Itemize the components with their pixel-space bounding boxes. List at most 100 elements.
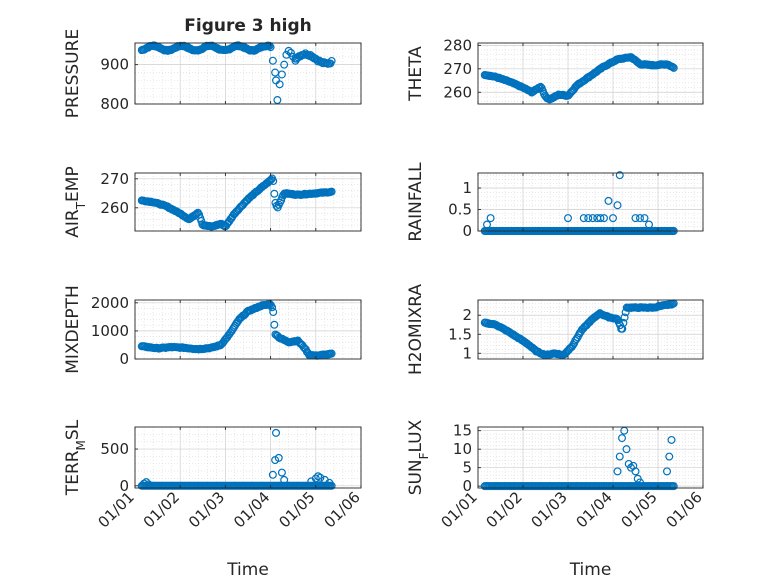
data-point bbox=[286, 48, 295, 57]
data-point bbox=[644, 220, 653, 229]
data-point bbox=[599, 214, 608, 223]
plot-area bbox=[135, 427, 361, 488]
y-tick-label: 1 bbox=[462, 179, 472, 197]
data-point bbox=[327, 56, 336, 65]
data-point bbox=[669, 63, 678, 72]
y-tick-label: 0.5 bbox=[448, 201, 472, 219]
data-point bbox=[270, 320, 279, 329]
data-point bbox=[665, 452, 674, 461]
data-point bbox=[631, 214, 640, 223]
data-point bbox=[613, 201, 622, 210]
x-tick-label: 01/01 bbox=[438, 488, 481, 531]
data-point bbox=[280, 60, 289, 69]
data-markers bbox=[480, 299, 678, 360]
subplot-h2omixra: 11.52 H2OMIXRA bbox=[406, 284, 704, 375]
data-point bbox=[536, 82, 545, 91]
data-point bbox=[268, 470, 277, 479]
data-point bbox=[667, 435, 676, 444]
data-point bbox=[268, 303, 277, 312]
y-tick-label: 260 bbox=[100, 199, 129, 217]
y-tick-label: 900 bbox=[100, 56, 129, 74]
data-point bbox=[635, 214, 644, 223]
y-tick-label: 2000 bbox=[91, 294, 129, 312]
y-tick-label: 260 bbox=[443, 83, 472, 101]
y-tick-label: 280 bbox=[443, 36, 472, 54]
y-tick-label: 1.5 bbox=[448, 325, 472, 343]
y-tick-label: 5 bbox=[462, 459, 472, 477]
data-point bbox=[142, 478, 151, 487]
data-point bbox=[265, 176, 274, 185]
y-tick-label: 270 bbox=[100, 170, 129, 188]
y-axis-label: TERRMSL bbox=[63, 419, 88, 496]
y-tick-label: 10 bbox=[453, 440, 472, 458]
x-tick-label: 01/04 bbox=[573, 488, 616, 531]
y-tick-label: 500 bbox=[100, 440, 129, 458]
x-tick-label: 01/05 bbox=[275, 488, 318, 531]
data-point bbox=[275, 80, 284, 89]
data-point bbox=[327, 187, 336, 196]
data-point bbox=[608, 214, 617, 223]
x-axis-label: Time bbox=[226, 560, 269, 580]
axes-box bbox=[134, 172, 362, 232]
y-tick-label: 1000 bbox=[91, 322, 129, 340]
data-point bbox=[280, 475, 289, 484]
data-point bbox=[277, 468, 286, 477]
y-tick-label: 800 bbox=[100, 95, 129, 113]
data-point bbox=[596, 214, 605, 223]
data-point bbox=[620, 313, 629, 322]
data-markers bbox=[480, 426, 678, 491]
x-tick-label: 01/03 bbox=[528, 488, 571, 531]
data-point bbox=[618, 324, 627, 333]
data-point bbox=[483, 220, 492, 229]
data-markers bbox=[480, 53, 678, 104]
data-point bbox=[615, 171, 624, 180]
axes-box bbox=[134, 426, 362, 489]
subplot-rainfall: 0 0.5 1 RAINFALL bbox=[406, 162, 704, 242]
x-tick-label: 01/01 bbox=[95, 488, 138, 531]
y-tick-label: 2 bbox=[462, 306, 472, 324]
data-point bbox=[316, 473, 325, 482]
y-axis-label: THETA bbox=[406, 46, 426, 102]
axes-box bbox=[134, 299, 362, 360]
subplot-theta: 260 270 280 THETA bbox=[406, 36, 704, 105]
axes-box bbox=[477, 426, 704, 489]
data-point bbox=[284, 46, 293, 55]
data-point bbox=[563, 214, 572, 223]
axes-box bbox=[477, 172, 704, 232]
data-point bbox=[631, 467, 640, 476]
data-point bbox=[617, 434, 626, 443]
data-point bbox=[274, 453, 283, 462]
y-tick-label: 1 bbox=[462, 344, 472, 362]
data-point bbox=[615, 452, 624, 461]
data-point bbox=[273, 96, 282, 105]
data-point bbox=[613, 467, 622, 476]
y-axis-label: MIXDEPTH bbox=[63, 285, 83, 374]
data-point bbox=[272, 428, 281, 437]
subplot-air_temp: 260 270 AIRTEMP bbox=[63, 166, 362, 238]
x-tick-label: 01/02 bbox=[483, 488, 526, 531]
data-point bbox=[662, 467, 671, 476]
subplot-pressure: 800 900 PRESSURE Figure 3 high bbox=[63, 16, 362, 118]
y-axis-label: SUNFLUX bbox=[406, 419, 431, 495]
x-axis-label: Time bbox=[569, 560, 612, 580]
y-tick-label: 0 bbox=[119, 477, 129, 495]
subplot-mixdepth: 0 1000 2000 MIXDEPTH bbox=[63, 285, 362, 374]
y-axis-label: AIRTEMP bbox=[63, 166, 88, 237]
data-point bbox=[622, 445, 631, 454]
data-point bbox=[604, 196, 613, 205]
x-tick-label: 01/06 bbox=[663, 488, 706, 531]
data-point bbox=[579, 214, 588, 223]
x-tick-label: 01/02 bbox=[140, 488, 183, 531]
x-tick-label: 01/03 bbox=[185, 488, 228, 531]
y-axis-label: H2OMIXRA bbox=[406, 284, 426, 375]
data-point bbox=[486, 214, 495, 223]
data-point bbox=[154, 199, 163, 208]
y-tick-label: 15 bbox=[453, 422, 472, 440]
y-tick-label: 0 bbox=[462, 222, 472, 240]
data-point bbox=[268, 56, 277, 65]
data-point bbox=[588, 214, 597, 223]
y-axis-label: RAINFALL bbox=[406, 162, 426, 242]
axes-box bbox=[477, 299, 704, 360]
